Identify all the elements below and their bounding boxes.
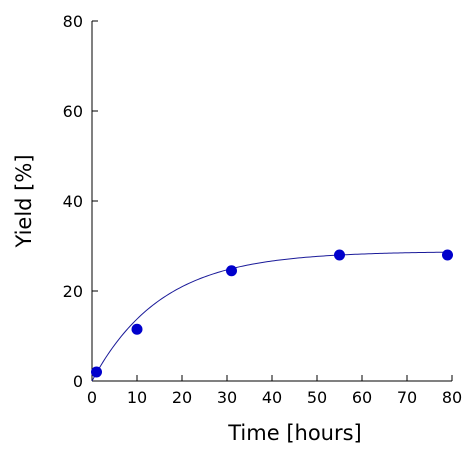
y-tick-label: 0 <box>73 372 83 391</box>
x-axis-ticks: 0 10 20 30 40 50 60 70 80 <box>87 375 462 407</box>
y-tick-label: 80 <box>63 12 83 31</box>
x-tick-label: 30 <box>217 388 237 407</box>
x-tick-label: 60 <box>352 388 372 407</box>
x-tick-label: 0 <box>87 388 97 407</box>
data-point <box>442 249 453 261</box>
x-tick-label: 70 <box>397 388 417 407</box>
data-points <box>91 249 453 378</box>
y-axis-title: Yield [%] <box>12 154 36 248</box>
x-axis-title: Time [hours] <box>227 421 362 445</box>
y-tick-label: 60 <box>63 102 83 121</box>
x-tick-label: 40 <box>262 388 282 407</box>
data-point <box>226 265 237 277</box>
axes <box>91 21 452 382</box>
x-tick-label: 20 <box>172 388 192 407</box>
x-tick-label: 50 <box>307 388 327 407</box>
y-axis-ticks: 0 20 40 60 80 <box>63 12 98 391</box>
y-tick-label: 40 <box>63 192 83 211</box>
y-tick-label: 20 <box>63 282 83 301</box>
data-point <box>91 366 102 378</box>
x-tick-label: 10 <box>127 388 147 407</box>
data-point <box>131 323 143 335</box>
data-point <box>334 249 345 261</box>
x-tick-label: 80 <box>442 388 462 407</box>
fit-curve <box>91 251 453 382</box>
